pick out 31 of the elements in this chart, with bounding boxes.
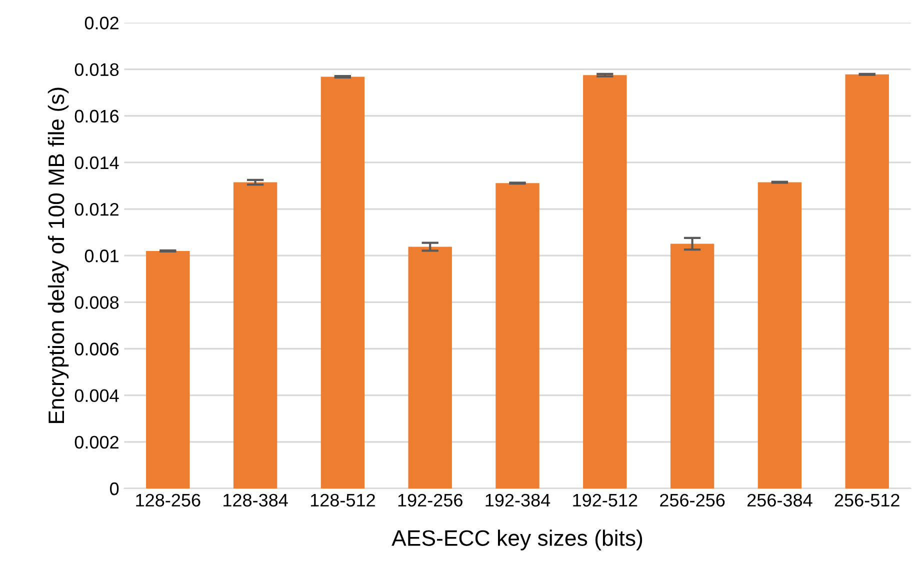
y-tick-label: 0.012 bbox=[74, 202, 118, 216]
x-tick-label: 192-512 bbox=[573, 494, 638, 507]
bar bbox=[320, 76, 365, 488]
x-tick-label: 192-384 bbox=[486, 494, 550, 507]
x-tick-label: 192-256 bbox=[398, 494, 462, 507]
x-tick-label: 128-512 bbox=[310, 494, 375, 507]
y-tick-label: 0.004 bbox=[74, 389, 119, 402]
bar bbox=[758, 182, 802, 488]
y-tick-label: 0.006 bbox=[74, 342, 119, 356]
x-axis-title: AES-ECC key sizes (bits) bbox=[392, 530, 642, 550]
y-tick-label: 0.002 bbox=[74, 436, 118, 449]
bar bbox=[496, 183, 540, 488]
y-tick-label: 0.016 bbox=[74, 110, 119, 123]
bar bbox=[408, 246, 452, 488]
bar bbox=[845, 74, 889, 488]
y-tick-label: 0.014 bbox=[74, 156, 119, 170]
y-tick-label: 0.018 bbox=[74, 63, 119, 76]
x-tick-label: 256-512 bbox=[834, 494, 900, 507]
y-axis-title: Encryption delay of 100 MB file (s) bbox=[48, 88, 69, 423]
x-tick-label: 256-384 bbox=[747, 494, 812, 507]
bar bbox=[146, 250, 190, 488]
bar bbox=[233, 182, 278, 488]
bar bbox=[670, 244, 714, 488]
y-tick-label: 0.01 bbox=[84, 250, 118, 262]
x-tick-label: 128-256 bbox=[136, 494, 200, 507]
bar bbox=[583, 75, 627, 488]
x-tick-label: 256-256 bbox=[660, 494, 725, 507]
y-tick-label: 0.02 bbox=[84, 16, 118, 30]
y-tick-label: 0 bbox=[110, 482, 119, 496]
x-tick-label: 128-384 bbox=[224, 494, 288, 507]
y-tick-label: 0.008 bbox=[74, 296, 119, 309]
